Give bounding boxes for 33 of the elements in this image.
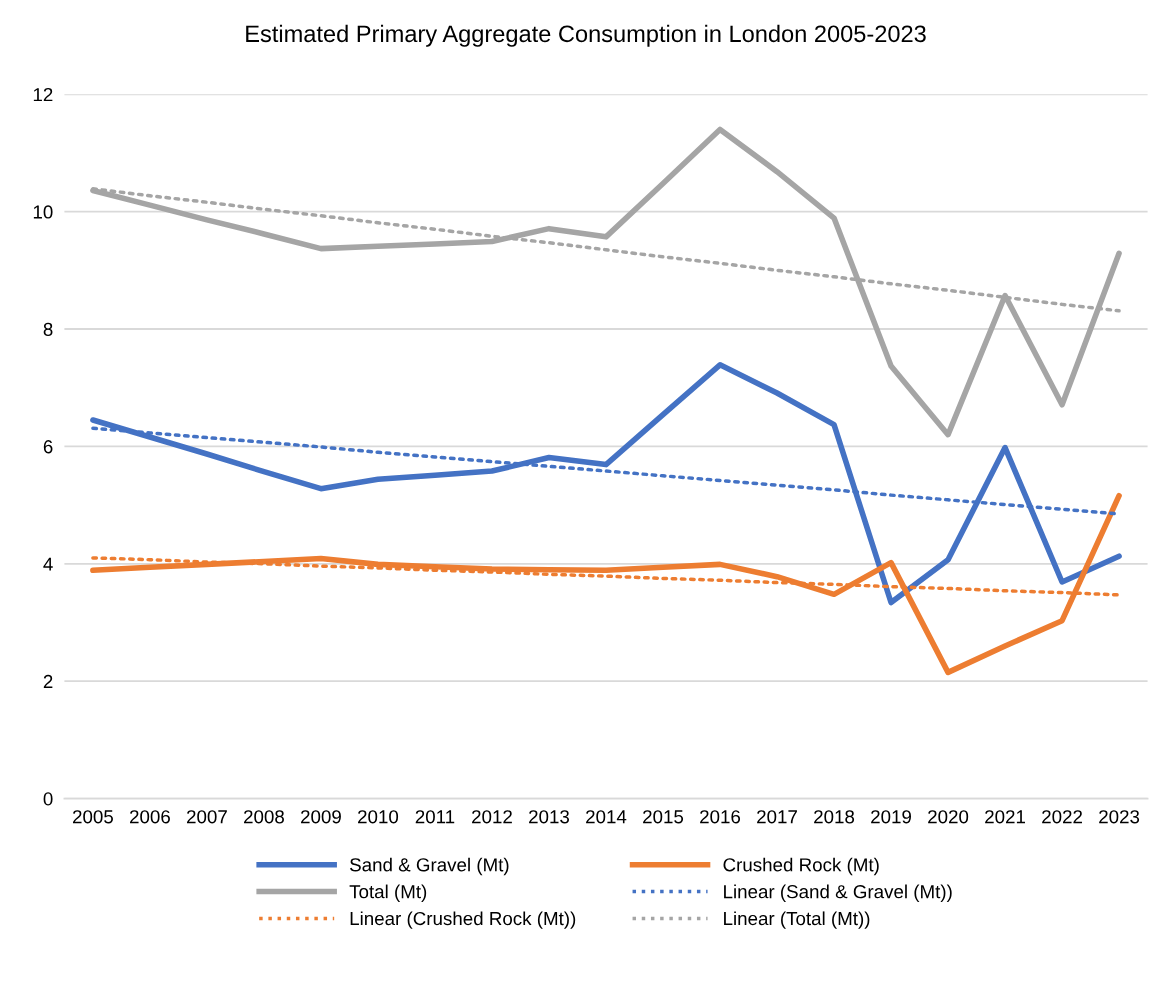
x-tick-label: 2011	[415, 810, 455, 824]
x-tick-label: 2006	[130, 810, 170, 824]
legend-label: Crushed Rock (Mt)	[723, 857, 879, 876]
x-tick-label: 2007	[187, 810, 227, 824]
legend-label: Linear (Crushed Rock (Mt))	[350, 911, 576, 929]
x-tick-label: 2023	[1099, 810, 1140, 824]
x-tick-label: 2015	[643, 810, 684, 824]
x-tick-label: 2014	[586, 810, 627, 824]
x-tick-label: 2019	[871, 810, 912, 824]
x-tick-label: 2010	[358, 810, 399, 824]
legend-label: Linear (Total (Mt))	[724, 911, 870, 929]
y-tick-label: 2	[43, 674, 53, 688]
y-tick-label: 4	[43, 557, 53, 571]
legend-label: Linear (Sand & Gravel (Mt))	[724, 884, 952, 903]
x-tick-label: 2021	[985, 810, 1025, 824]
chart-title: Estimated Primary Aggregate Consumption in London 2005-2023	[246, 24, 926, 47]
x-tick-label: 2022	[1042, 810, 1082, 824]
y-tick-label: 12	[33, 87, 53, 102]
x-tick-label: 2005	[73, 810, 113, 824]
x-tick-label: 2018	[814, 810, 855, 824]
x-tick-label: 2017	[757, 810, 797, 824]
x-tick-label: 2020	[928, 810, 969, 824]
y-tick-label: 0	[43, 792, 53, 806]
x-tick-label: 2008	[244, 810, 284, 824]
x-tick-label: 2009	[301, 810, 341, 824]
y-tick-label: 10	[33, 205, 53, 219]
x-tick-label: 2016	[700, 810, 741, 824]
y-tick-label: 8	[43, 322, 53, 336]
legend-label: Total (Mt)	[349, 884, 427, 903]
x-tick-label: 2012	[472, 810, 512, 824]
x-tick-label: 2013	[529, 810, 570, 824]
y-tick-label: 6	[43, 440, 53, 454]
legend-label: Sand & Gravel (Mt)	[350, 857, 509, 876]
